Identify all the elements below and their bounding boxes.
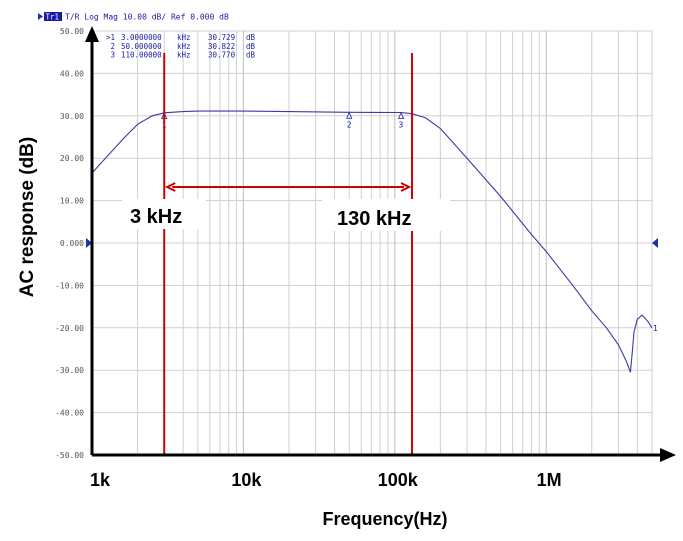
marker-row-unit: kHz	[177, 51, 191, 60]
marker-row-unit: kHz	[177, 42, 191, 51]
y-tick-label: -30.00	[55, 366, 84, 375]
marker-row-freq: 3.0000000	[121, 33, 162, 42]
marker-row-unit-db: dB	[246, 42, 256, 51]
trace-group: 1	[91, 110, 658, 373]
y-tick-label: -50.00	[55, 451, 84, 460]
x-tick-label: 100k	[378, 470, 419, 490]
y-tick-label: 40.00	[60, 69, 84, 78]
x-axis-arrowhead	[660, 448, 676, 462]
x-tick-labels: 1k 10k 100k 1M	[90, 470, 562, 490]
y-tick-label: 10.00	[60, 197, 84, 206]
marker-row-value: 30.770	[208, 51, 236, 60]
marker-row-value: 30.822	[208, 42, 235, 51]
response-trace	[91, 110, 653, 373]
ref-level-arrow-right	[652, 238, 658, 248]
x-axis-title: Frequency(Hz)	[322, 509, 447, 529]
y-tick-label: -20.00	[55, 324, 84, 333]
axes-group	[85, 26, 676, 462]
marker-row-unit-db: dB	[246, 33, 256, 42]
marker-row-unit: kHz	[177, 33, 191, 42]
y-tick-label: -10.00	[55, 281, 84, 290]
marker-row-freq: 50.000000	[121, 42, 162, 51]
left-frequency-label: 3 kHz	[130, 206, 182, 228]
y-tick-label: 30.00	[60, 112, 84, 121]
y-tick-label: 0.000	[60, 239, 84, 248]
trace-settings: T/R Log Mag 10.00 dB/ Ref 0.000 dB	[65, 13, 229, 22]
marker-row-freq: 110.00000	[121, 51, 162, 60]
ref-level-arrow-left	[86, 238, 92, 248]
marker-triangle	[397, 111, 405, 119]
grid	[91, 30, 653, 456]
marker-triangle	[346, 111, 353, 119]
x-tick-label: 10k	[231, 470, 262, 490]
right-frequency-label: 130 kHz	[337, 208, 412, 230]
y-tick-label: 50.00	[60, 27, 84, 36]
y-tick-labels: 50.00 40.00 30.00 20.00 10.00 0.000 -10.00 -20.…	[55, 27, 658, 460]
active-trace-arrow	[38, 13, 43, 20]
trace-label: Tr1	[46, 13, 60, 22]
marker-row-label: 2	[110, 42, 115, 51]
axis-labels: Frequency(Hz) AC response (dB)	[17, 137, 448, 529]
bandwidth-arrow-left-head	[164, 182, 176, 192]
marker-row-label: 3	[110, 51, 115, 60]
trace-label-box	[44, 12, 62, 21]
header-group: Tr1 T/R Log Mag 10.00 dB/ Ref 0.000 dB >1 3…	[38, 12, 256, 60]
marker-number: 3	[399, 121, 404, 130]
bandwidth-arrow-right-head	[400, 182, 412, 192]
annotation-group: 3 kHz 130 kHz	[122, 53, 450, 455]
y-axis-title: AC response (dB)	[17, 137, 38, 297]
marker-row-label: >1	[106, 33, 115, 42]
y-tick-label: -40.00	[55, 409, 84, 418]
y-tick-label: 20.00	[60, 154, 84, 163]
marker-number: 2	[347, 120, 352, 129]
marker-row-value: 30.729	[208, 33, 235, 42]
left-label-bg	[122, 199, 206, 229]
trace-end-tag: 1	[653, 324, 658, 333]
y-axis-arrowhead	[85, 26, 99, 42]
right-label-bg	[322, 199, 450, 231]
x-tick-label: 1M	[537, 470, 562, 490]
marker-row-unit-db: dB	[246, 51, 256, 60]
x-tick-label: 1k	[90, 470, 111, 490]
